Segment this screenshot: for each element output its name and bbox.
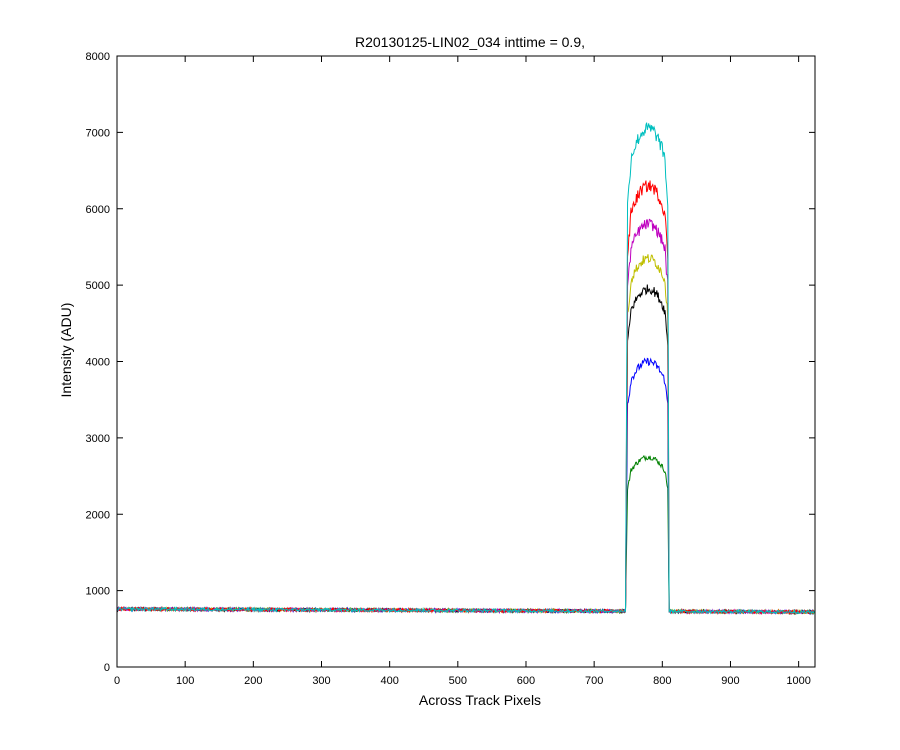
x-tick-label: 400	[380, 675, 398, 687]
x-tick-label: 500	[449, 675, 467, 687]
plot-area	[117, 56, 815, 667]
x-tick-label: 900	[721, 675, 739, 687]
series-layer	[116, 122, 815, 616]
y-tick-label: 2000	[86, 509, 110, 521]
x-tick-label: 600	[517, 675, 535, 687]
x-tick-label: 800	[653, 675, 671, 687]
y-tick-label: 6000	[86, 204, 110, 216]
y-tick-label: 7000	[86, 127, 110, 139]
y-tick-label: 8000	[86, 51, 110, 63]
y-tick-label: 1000	[86, 586, 110, 598]
y-tick-label: 5000	[86, 280, 110, 292]
y-axis-title: Intensity (ADU)	[58, 303, 74, 398]
x-tick-label: 700	[585, 675, 603, 687]
chart-title: R20130125-LIN02_034 inttime = 0.9,	[355, 34, 585, 50]
y-tick-label: 0	[104, 662, 110, 674]
y-tick-label: 3000	[86, 433, 110, 445]
series-line-7	[116, 122, 815, 615]
x-tick-label: 1000	[786, 675, 810, 687]
x-axis-ticks: 0 100 200 300 400 500 600 700 800 900 1000	[114, 56, 811, 687]
x-axis-title: Across Track Pixels	[419, 692, 541, 708]
x-tick-label: 100	[176, 675, 194, 687]
y-axis-ticks: 0 1000 2000 3000 4000 5000 6000 7000 8000	[86, 51, 815, 674]
x-tick-label: 200	[244, 675, 262, 687]
y-tick-label: 4000	[86, 357, 110, 369]
x-tick-label: 300	[312, 675, 330, 687]
x-tick-label: 0	[114, 675, 120, 687]
